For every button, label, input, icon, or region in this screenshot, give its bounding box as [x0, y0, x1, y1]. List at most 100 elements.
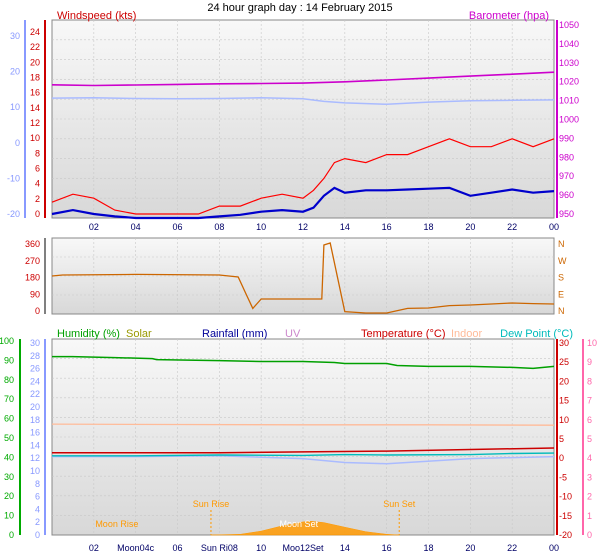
solar-axis-tick: 6: [35, 492, 40, 502]
solar-axis-tick: 16: [30, 428, 40, 438]
barometer-axis-tick: 990: [559, 133, 574, 143]
uv-label: UV: [285, 328, 301, 340]
humidity-axis-tick: 70: [4, 394, 14, 404]
uv-axis-tick: 8: [587, 376, 592, 386]
wind-direction-line: [51, 242, 555, 314]
windspeed-axis-tick: 24: [30, 27, 40, 37]
temperature-axis-tick: 30: [559, 338, 569, 348]
solar-axis-tick: 10: [30, 466, 40, 476]
humidity-axis-tick: 80: [4, 375, 14, 385]
solar-axis-tick: 12: [30, 453, 40, 463]
temperature-axis-tick: -20: [559, 530, 572, 540]
barometer-axis-tick: 1020: [559, 77, 579, 87]
temp-x-tick: Moo12Set: [282, 543, 324, 553]
solar-axis-tick: 20: [30, 402, 40, 412]
wind-x-tick: 12: [298, 222, 308, 232]
direction-axis-tick: 270: [25, 256, 40, 266]
ref-axis-tick: 20: [10, 67, 20, 77]
graph-title: 24 hour graph day : 14 February 2015: [207, 2, 392, 14]
temperature-axis-tick: 20: [559, 376, 569, 386]
solar-axis-tick: 14: [30, 440, 40, 450]
wind-x-tick: 08: [214, 222, 224, 232]
ref-axis-tick: -10: [7, 173, 20, 183]
reference-line: [51, 96, 555, 106]
wind-gust-line: [51, 138, 555, 215]
ref-axis-tick: -20: [7, 209, 20, 219]
uv-axis-tick: 0: [587, 530, 592, 540]
temp-x-tick: 16: [382, 543, 392, 553]
dew-point-label: Dew Point (°C): [500, 328, 573, 340]
barometer-line: [51, 71, 555, 87]
windspeed-axis-tick: 12: [30, 118, 40, 128]
barometer-axis-tick: 970: [559, 171, 574, 181]
windspeed-axis-tick: 14: [30, 103, 40, 113]
windspeed-axis-tick: 4: [35, 179, 40, 189]
solar-label: Solar: [126, 328, 152, 340]
barometer-axis-tick: 980: [559, 152, 574, 162]
barometer-axis-label: Barometer (hpa): [469, 10, 549, 22]
solar-axis-tick: 24: [30, 376, 40, 386]
wind-x-tick: 10: [256, 222, 266, 232]
temp-x-tick: 22: [507, 543, 517, 553]
windspeed-axis-tick: 0: [35, 209, 40, 219]
barometer-axis-tick: 950: [559, 209, 574, 219]
moon-set-label: Moon Set: [280, 519, 319, 529]
compass-axis-tick: N: [558, 239, 565, 249]
windspeed-axis-tick: 22: [30, 42, 40, 52]
wind-x-tick: 14: [340, 222, 350, 232]
wind-x-tick: 06: [172, 222, 182, 232]
solar-axis-tick: 2: [35, 517, 40, 527]
barometer-axis-tick: 1050: [559, 20, 579, 30]
compass-axis-tick: W: [558, 256, 567, 266]
humidity-line: [52, 355, 555, 370]
humidity-axis-tick: 20: [4, 491, 14, 501]
windspeed-axis-tick: 20: [30, 57, 40, 67]
windspeed-axis-label: Windspeed (kts): [57, 10, 136, 22]
rainfall-label: Rainfall (mm): [202, 328, 267, 340]
uv-axis-tick: 9: [587, 357, 592, 367]
uv-axis-tick: 2: [587, 492, 592, 502]
temp-x-tick: Moon04c: [117, 543, 155, 553]
direction-axis-tick: 0: [35, 306, 40, 316]
humidity-axis-tick: 60: [4, 414, 14, 424]
wind-x-tick: 00: [549, 222, 559, 232]
uv-axis-tick: 7: [587, 396, 592, 406]
wind-x-tick: 16: [382, 222, 392, 232]
ref-temperature-line: [52, 455, 555, 465]
temp-x-tick: Sun Ri08: [201, 543, 238, 553]
barometer-axis-tick: 960: [559, 190, 574, 200]
temperature-axis-tick: 5: [559, 434, 564, 444]
wind-x-tick: 22: [507, 222, 517, 232]
uv-axis-tick: 4: [587, 453, 592, 463]
solar-area: [210, 521, 400, 536]
direction-axis-tick: 180: [25, 273, 40, 283]
uv-axis-tick: 1: [587, 511, 592, 521]
indoor-label: Indoor: [451, 328, 483, 340]
solar-axis-tick: 26: [30, 364, 40, 374]
compass-axis-tick: N: [558, 306, 565, 316]
barometer-axis-tick: 1040: [559, 39, 579, 49]
solar-axis-tick: 0: [35, 530, 40, 540]
ref-axis-tick: 0: [15, 138, 20, 148]
temperature-axis-tick: 10: [559, 415, 569, 425]
solar-axis-tick: 18: [30, 415, 40, 425]
humidity-axis-tick: 0: [9, 530, 14, 540]
temperature-humidity-panel: Humidity (%) Solar Rainfall (mm) UV Temp…: [51, 328, 573, 536]
temperature-label: Temperature (°C): [361, 328, 445, 340]
uv-axis-tick: 10: [587, 338, 597, 348]
temperature-axis-tick: -10: [559, 492, 572, 502]
wind-x-tick: 20: [465, 222, 475, 232]
uv-axis-tick: 5: [587, 434, 592, 444]
ref-axis-tick: 10: [10, 102, 20, 112]
wind-x-tick: 02: [89, 222, 99, 232]
windspeed-axis-tick: 2: [35, 194, 40, 204]
wind-x-tick: 18: [423, 222, 433, 232]
temperature-axis-tick: -5: [559, 472, 567, 482]
solar-axis-tick: 8: [35, 479, 40, 489]
humidity-axis-tick: 40: [4, 452, 14, 462]
temp-x-tick: 02: [89, 543, 99, 553]
compass-axis-tick: S: [558, 273, 564, 283]
solar-axis-tick: 28: [30, 351, 40, 361]
